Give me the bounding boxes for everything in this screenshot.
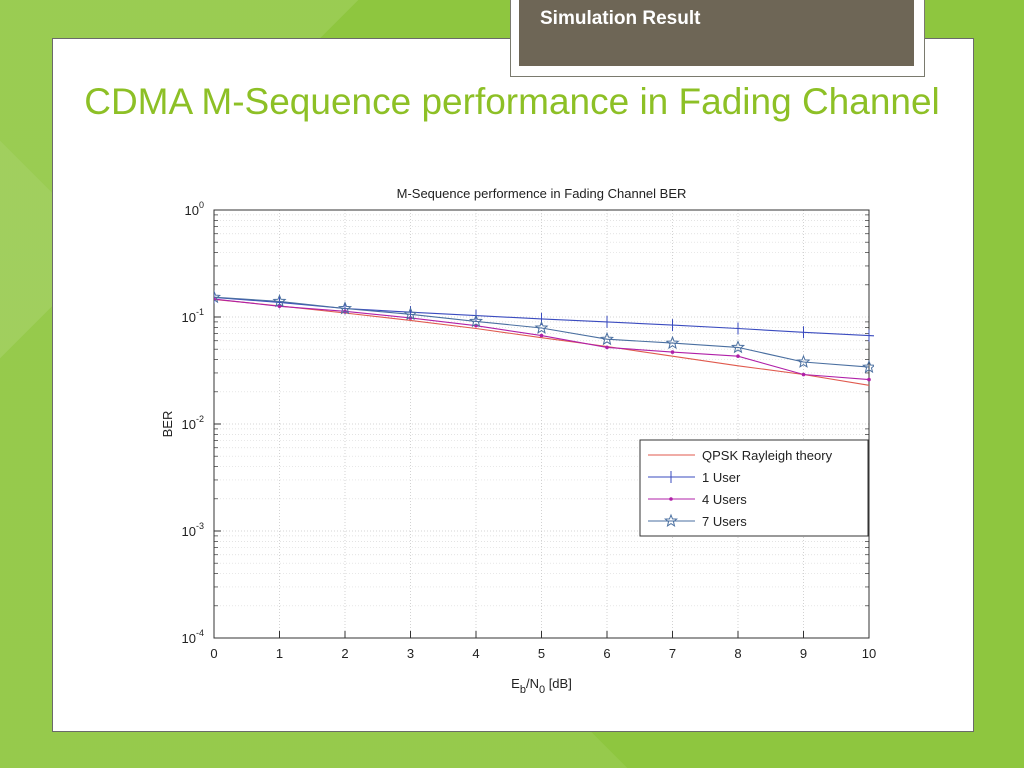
- plot-frame: [213, 209, 870, 639]
- x-tick-label: 6: [603, 646, 610, 661]
- series-qpsk-rayleigh-theory: [214, 298, 870, 386]
- slide-title: CDMA M-Sequence performance in Fading Ch…: [84, 81, 940, 122]
- x-tick-label: 7: [669, 646, 676, 661]
- x-tick-label: 2: [341, 646, 348, 661]
- dot-marker: [736, 354, 740, 359]
- y-tick-label: 10-1: [182, 307, 204, 325]
- star-marker: [403, 306, 418, 321]
- dot-marker: [277, 304, 282, 309]
- series-line: [214, 298, 870, 386]
- x-tick-label: 0: [210, 646, 217, 661]
- star-marker: [214, 289, 221, 304]
- y-axis-label: BER: [160, 411, 175, 438]
- star-marker: [469, 314, 483, 328]
- y-tick-label: 100: [185, 200, 204, 218]
- dot-marker: [801, 372, 806, 377]
- star-marker: [664, 513, 678, 528]
- star-marker: [665, 335, 680, 350]
- dot-marker: [539, 333, 544, 338]
- header-tab: Simulation Result: [519, 0, 914, 66]
- star-marker: [862, 359, 874, 374]
- star-marker: [731, 340, 745, 354]
- dot-marker: [669, 497, 673, 501]
- x-tick-label: 10: [862, 646, 876, 661]
- star-marker: [338, 301, 352, 315]
- y-tick-label: 10-4: [182, 628, 204, 646]
- star-marker: [796, 354, 811, 368]
- series-7-users: [214, 289, 874, 374]
- series-line: [214, 296, 870, 368]
- legend-label: 7 Users: [702, 514, 747, 529]
- chart-svg: 100 10-1 10-2 10-3 10-4 0 1 2 3 4 5 6 7 8 9 10 M-Sequenc…: [160, 186, 876, 696]
- y-tick-label: 10-2: [182, 414, 204, 432]
- legend-box: [639, 439, 869, 537]
- ber-chart: 100 10-1 10-2 10-3 10-4 0 1 2 3 4 5 6 7 8 9 10 M-Sequenc…: [140, 176, 890, 706]
- x-tick-label: 9: [800, 646, 807, 661]
- series-4-users: [214, 297, 871, 382]
- chart-title: M-Sequence performence in Fading Channel…: [397, 186, 687, 201]
- legend-label: QPSK Rayleigh theory: [702, 448, 833, 463]
- x-tick-label: 5: [538, 646, 545, 661]
- x-tick-label: 1: [276, 646, 283, 661]
- x-tick-label: 8: [734, 646, 741, 661]
- dot-marker: [605, 345, 609, 350]
- star-marker: [534, 320, 549, 334]
- x-tick-label: 3: [407, 646, 414, 661]
- dot-marker: [670, 350, 675, 354]
- x-axis-label: Eb/N0 [dB]: [511, 676, 572, 696]
- y-tick-label: 10-3: [182, 521, 204, 539]
- legend-label: 4 Users: [702, 492, 747, 507]
- legend-label: 1 User: [702, 470, 741, 485]
- star-marker: [600, 331, 614, 346]
- dot-marker: [867, 377, 871, 382]
- x-tick-label: 4: [472, 646, 479, 661]
- star-marker: [272, 294, 287, 308]
